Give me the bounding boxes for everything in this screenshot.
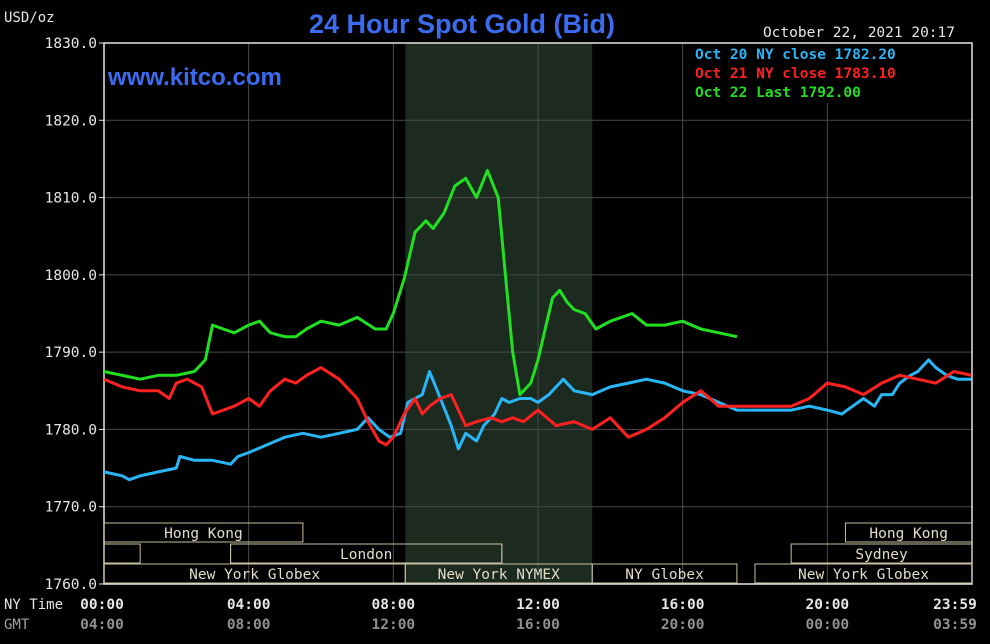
y-tick-label: 1820.0 bbox=[45, 113, 97, 129]
legend: Oct 20 NY close 1782.20 Oct 21 NY close … bbox=[686, 44, 971, 103]
session-label: London bbox=[340, 547, 392, 563]
legend-box bbox=[686, 44, 971, 103]
y-axis-ticks: 1830.0 1820.0 1810.0 1800.0 1790.0 1780.0 1770… bbox=[45, 36, 104, 593]
session-box bbox=[844, 522, 973, 543]
y-tick-label: 1810.0 bbox=[45, 191, 97, 207]
y-tick-label: 1790.0 bbox=[45, 345, 97, 361]
session-label: New York NYMEX bbox=[438, 567, 560, 583]
session-label: New York Globex bbox=[798, 567, 929, 583]
x-tick-label-ny: 08:00 bbox=[372, 597, 416, 613]
y-tick-label: 1760.0 bbox=[45, 577, 97, 593]
x-tick-label-gmt: 04:00 bbox=[80, 617, 124, 633]
site-watermark: www.kitco.com bbox=[107, 64, 282, 91]
line-oct20 bbox=[103, 358, 972, 482]
x-tick-label-gmt: 12:00 bbox=[372, 617, 416, 633]
line-oct21 bbox=[103, 366, 972, 447]
x-tick-label-ny: 00:00 bbox=[80, 597, 124, 613]
y-tick-label: 1800.0 bbox=[45, 268, 97, 284]
x-tick-label-gmt: 16:00 bbox=[516, 617, 560, 633]
x-tick-label-ny: 20:00 bbox=[806, 597, 850, 613]
session-label: NY Globex bbox=[625, 567, 704, 583]
y-tick-label: 1830.0 bbox=[45, 36, 97, 52]
x-tick-label-gmt: 03:59 bbox=[933, 617, 977, 633]
x-tick-label-ny: 16:00 bbox=[661, 597, 705, 613]
y-axis-label: USD/oz bbox=[4, 10, 55, 26]
x-tick-label-ny: 04:00 bbox=[227, 597, 271, 613]
x-tick-label-ny: 23:59 bbox=[933, 597, 977, 613]
session-label: Hong Kong bbox=[164, 526, 243, 542]
session-label: Sydney bbox=[855, 547, 908, 563]
x-axis-ticks: 00:00 04:00 04:00 08:00 08:00 12:00 12:00 16:00… bbox=[80, 597, 977, 633]
price-lines bbox=[103, 169, 972, 482]
x-tick-label-gmt: 20:00 bbox=[661, 617, 705, 633]
session-box bbox=[103, 543, 141, 564]
session-box bbox=[591, 563, 738, 584]
market-sessions: Hong Kong London New York Globex New York N… bbox=[103, 522, 973, 584]
x-tick-label-ny: 12:00 bbox=[516, 597, 560, 613]
plot-frame bbox=[103, 42, 973, 585]
gmt-label: GMT bbox=[4, 617, 30, 633]
ny-time-label: NY Time bbox=[4, 597, 63, 613]
legend-entry-oct20: Oct 20 NY close 1782.20 bbox=[695, 47, 896, 63]
y-tick-label: 1780.0 bbox=[45, 422, 97, 438]
y-tick-label: 1770.0 bbox=[45, 500, 97, 516]
nymex-session-shading bbox=[405, 43, 593, 584]
line-oct22 bbox=[103, 169, 738, 397]
session-box bbox=[230, 543, 503, 564]
x-tick-label-gmt: 00:00 bbox=[806, 617, 850, 633]
session-box bbox=[103, 522, 304, 543]
session-label: New York Globex bbox=[189, 567, 320, 583]
session-label: Hong Kong bbox=[869, 526, 948, 542]
chart-title: 24 Hour Spot Gold (Bid) bbox=[309, 9, 615, 39]
x-tick-label-gmt: 08:00 bbox=[227, 617, 271, 633]
legend-entry-oct22: Oct 22 Last 1792.00 bbox=[695, 85, 861, 101]
session-box bbox=[754, 563, 973, 584]
session-box bbox=[790, 543, 973, 564]
legend-entry-oct21: Oct 21 NY close 1783.10 bbox=[695, 66, 896, 82]
chart-timestamp: October 22, 2021 20:17 bbox=[763, 25, 955, 41]
